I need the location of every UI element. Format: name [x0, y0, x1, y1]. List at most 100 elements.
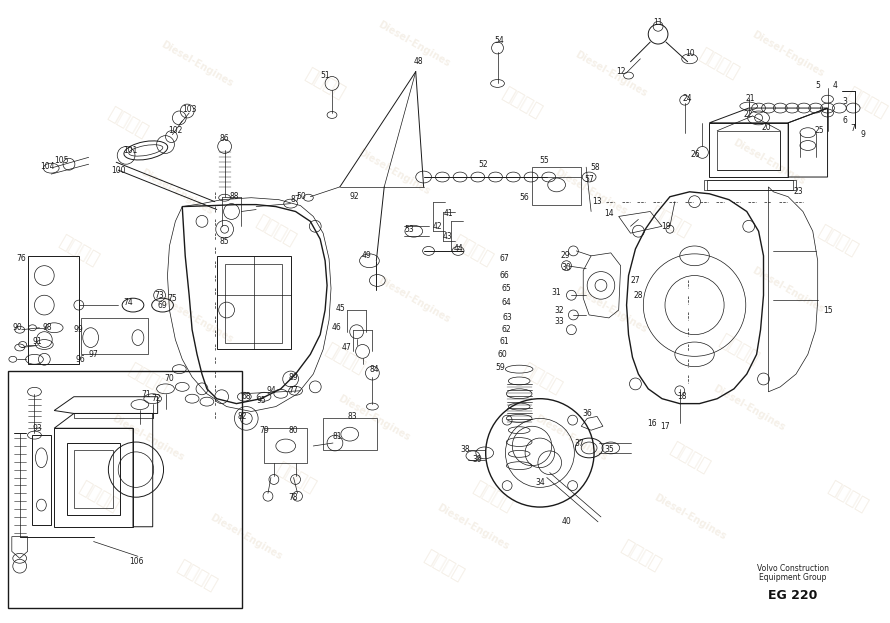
Text: 100: 100 [111, 166, 125, 174]
Text: 97: 97 [89, 350, 99, 359]
Bar [532, 167, 581, 204]
Text: EG 220: EG 220 [768, 589, 818, 602]
Text: 52: 52 [478, 159, 488, 169]
Text: 51: 51 [320, 71, 330, 80]
Text: 49: 49 [361, 251, 371, 260]
Text: 6: 6 [843, 117, 847, 125]
Text: Diesel-Engines: Diesel-Engines [376, 19, 451, 69]
Text: 柴发动力: 柴发动力 [272, 459, 319, 496]
Text: 77: 77 [288, 386, 298, 396]
Text: 33: 33 [554, 317, 564, 326]
Bar [717, 131, 781, 170]
Text: 69: 69 [158, 300, 167, 310]
Text: 柴发动力: 柴发动力 [469, 478, 515, 516]
Text: 67: 67 [499, 254, 509, 264]
Text: 柴发动力: 柴发动力 [105, 104, 151, 141]
Text: Diesel-Engines: Diesel-Engines [159, 295, 235, 345]
Text: 柴发动力: 柴发动力 [420, 548, 466, 585]
Text: 21: 21 [746, 93, 756, 103]
Bar [708, 180, 793, 190]
Text: 4: 4 [833, 81, 837, 90]
Text: 55: 55 [539, 156, 549, 164]
Text: 31: 31 [552, 288, 562, 297]
Text: 34: 34 [535, 478, 545, 487]
Text: 61: 61 [499, 337, 509, 346]
Text: 36: 36 [582, 409, 592, 418]
Text: 28: 28 [634, 291, 643, 300]
Text: 46: 46 [332, 323, 342, 332]
Text: Diesel-Engines: Diesel-Engines [140, 167, 215, 217]
Text: 柴发动力: 柴发动力 [716, 331, 762, 368]
Text: 柴发动力: 柴发动力 [618, 538, 663, 575]
Text: 87: 87 [291, 195, 300, 204]
Text: 26: 26 [691, 150, 700, 159]
Text: 20: 20 [762, 123, 772, 132]
Text: 39: 39 [472, 455, 481, 464]
Text: 58: 58 [590, 163, 600, 172]
Text: 101: 101 [123, 146, 137, 155]
Text: 88: 88 [230, 193, 239, 201]
Text: 37: 37 [574, 439, 584, 447]
Text: Diesel-Engines: Diesel-Engines [554, 167, 629, 217]
Text: 75: 75 [167, 293, 177, 303]
Text: 11: 11 [653, 18, 663, 27]
Text: 柴发动力: 柴发动力 [667, 439, 713, 477]
Text: 32: 32 [554, 305, 564, 315]
Text: 62: 62 [502, 325, 511, 334]
Text: 7: 7 [851, 124, 855, 133]
Text: Diesel-Engines: Diesel-Engines [573, 285, 649, 335]
Text: 50: 50 [296, 193, 306, 201]
Text: 93: 93 [33, 424, 43, 433]
Text: 25: 25 [815, 126, 824, 135]
Text: 43: 43 [442, 232, 452, 240]
Text: 68: 68 [241, 392, 251, 401]
Text: Diesel-Engines: Diesel-Engines [435, 502, 511, 551]
Text: 98: 98 [43, 323, 53, 332]
Text: 80: 80 [288, 426, 298, 435]
Text: Diesel-Engines: Diesel-Engines [750, 265, 826, 315]
Text: 18: 18 [677, 392, 686, 401]
Text: 54: 54 [495, 36, 505, 45]
Text: 95: 95 [256, 396, 266, 405]
Text: 92: 92 [350, 193, 360, 201]
Bar [217, 256, 291, 350]
Text: 35: 35 [604, 445, 614, 454]
Text: 91: 91 [33, 337, 42, 346]
Text: 70: 70 [165, 374, 174, 384]
Bar [8, 371, 242, 607]
Text: 柴发动力: 柴发动力 [56, 232, 102, 270]
Text: 24: 24 [683, 93, 692, 103]
Text: 12: 12 [616, 67, 626, 76]
Text: 柴发动力: 柴发动力 [844, 85, 890, 121]
Text: 29: 29 [561, 251, 570, 260]
Text: 45: 45 [336, 303, 345, 313]
Text: Equipment Group: Equipment Group [759, 574, 827, 583]
Text: 23: 23 [793, 188, 803, 196]
Text: 柴发动力: 柴发动力 [76, 478, 122, 516]
Text: 柴发动力: 柴发动力 [253, 212, 299, 250]
Text: 57: 57 [584, 176, 594, 184]
Text: 65: 65 [501, 284, 511, 293]
Text: 85: 85 [220, 237, 230, 245]
Text: Diesel-Engines: Diesel-Engines [573, 49, 649, 98]
Text: 柴发动力: 柴发动力 [519, 361, 565, 397]
Text: 71: 71 [141, 390, 150, 399]
Text: Diesel-Engines: Diesel-Engines [208, 512, 284, 561]
Text: 柴发动力: 柴发动力 [321, 341, 368, 378]
Text: 96: 96 [76, 354, 85, 364]
Text: 102: 102 [168, 126, 182, 135]
Text: 76: 76 [17, 254, 27, 264]
Text: 柴发动力: 柴发动力 [814, 222, 861, 260]
Bar [323, 419, 377, 450]
Text: 柴发动力: 柴发动力 [647, 203, 693, 240]
Text: 103: 103 [182, 105, 197, 113]
Text: 柴发动力: 柴发动力 [449, 232, 496, 270]
Text: Diesel-Engines: Diesel-Engines [711, 384, 787, 433]
Text: Diesel-Engines: Diesel-Engines [731, 138, 806, 187]
Text: 10: 10 [684, 49, 694, 59]
Text: 59: 59 [496, 363, 506, 372]
Text: Diesel-Engines: Diesel-Engines [534, 414, 609, 463]
Text: 99: 99 [74, 325, 84, 334]
Text: 38: 38 [460, 445, 470, 454]
Text: 5: 5 [815, 81, 820, 90]
